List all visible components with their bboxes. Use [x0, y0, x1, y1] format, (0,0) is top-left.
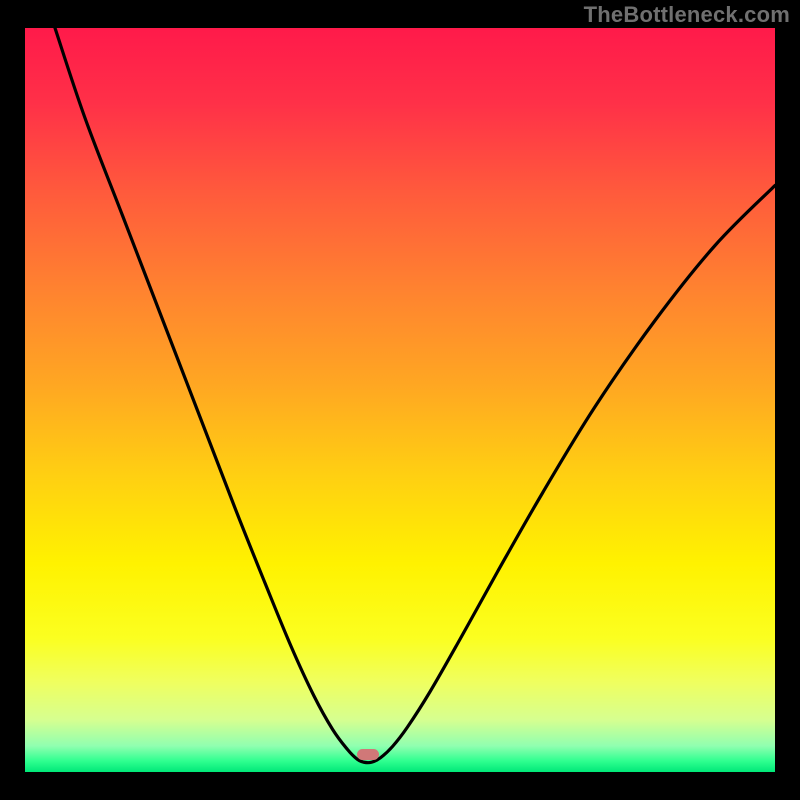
bottleneck-curve — [25, 28, 775, 778]
watermark-text: TheBottleneck.com — [584, 2, 790, 28]
stage: TheBottleneck.com — [0, 0, 800, 800]
plot-area — [25, 28, 775, 772]
minimum-marker — [357, 749, 380, 760]
